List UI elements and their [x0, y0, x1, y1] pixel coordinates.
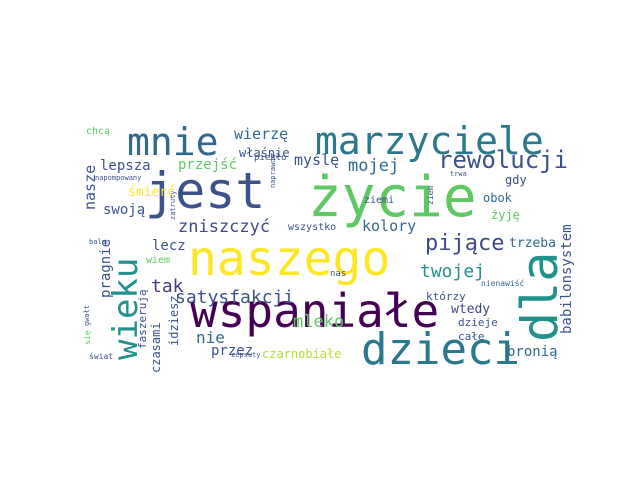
- word-42: idziesz: [167, 295, 181, 346]
- word-60: świat: [89, 351, 113, 361]
- word-1: życie: [308, 165, 477, 230]
- word-43: faszerują: [136, 289, 149, 349]
- word-58: gwałt: [83, 305, 91, 326]
- word-49: zatruty: [169, 190, 177, 220]
- word-29: bronią: [507, 344, 558, 360]
- word-52: ziemi: [364, 195, 394, 206]
- word-18: przejść: [178, 157, 237, 173]
- word-23: kolory: [362, 217, 416, 235]
- word-34: żyję: [491, 208, 520, 222]
- word-41: czasami: [149, 322, 163, 373]
- word-5: mnie: [127, 120, 219, 164]
- word-17: myślę: [294, 151, 339, 169]
- word-11: satysfakcji: [175, 287, 294, 308]
- word-16: wierzę: [234, 125, 288, 143]
- word-7: wieku: [106, 258, 146, 360]
- word-32: gdy: [505, 173, 527, 187]
- word-57: balon: [89, 238, 110, 246]
- word-20: nasze: [81, 165, 99, 210]
- word-27: przez: [211, 343, 253, 359]
- word-14: zniszczyć: [178, 217, 270, 237]
- word-33: obok: [483, 191, 513, 205]
- word-45: właśnie: [239, 146, 290, 160]
- word-8: dzieci: [361, 324, 520, 375]
- word-50: naprawdę: [269, 154, 277, 188]
- word-53: ziem: [426, 186, 435, 205]
- word-35: wtedy: [451, 302, 490, 317]
- word-22: śmierć: [128, 185, 175, 200]
- word-0: jest: [145, 162, 265, 220]
- word-46: piekło: [254, 153, 287, 163]
- word-26: nie: [196, 328, 225, 347]
- word-19: lepsza: [100, 158, 151, 174]
- word-4: marzyciele: [315, 119, 544, 163]
- word-6: dla: [511, 252, 569, 342]
- word-31: trzeba: [509, 236, 556, 251]
- word-37: całe: [458, 330, 485, 343]
- word-56: zepsuty: [231, 351, 261, 359]
- word-13: twojej: [420, 261, 485, 282]
- word-10: pijące: [425, 231, 504, 256]
- word-55: nas: [330, 269, 346, 279]
- word-39: nienawiść: [481, 278, 525, 288]
- word-3: wspaniałe: [190, 284, 439, 338]
- word-44: wiem: [146, 255, 170, 266]
- word-25: tak: [151, 276, 184, 297]
- word-28: czarnobiałe: [262, 347, 341, 361]
- word-40: pragnie: [98, 239, 114, 298]
- word-48: napompowany: [95, 174, 141, 182]
- word-9: rewolucji: [438, 146, 568, 174]
- word-2: naszego: [188, 231, 390, 287]
- word-15: mojej: [348, 156, 399, 176]
- word-12: mleko: [293, 312, 344, 332]
- word-24: lecz: [152, 238, 186, 254]
- word-51: wszystko: [288, 222, 336, 233]
- word-54: trwa: [450, 170, 467, 178]
- word-30: babilonsystem: [559, 224, 575, 334]
- word-21: swoją: [103, 202, 145, 218]
- word-47: chcą: [86, 126, 110, 137]
- word-59: się: [83, 330, 92, 345]
- word-38: którzy: [426, 290, 466, 303]
- word-36: dzieje: [458, 316, 498, 329]
